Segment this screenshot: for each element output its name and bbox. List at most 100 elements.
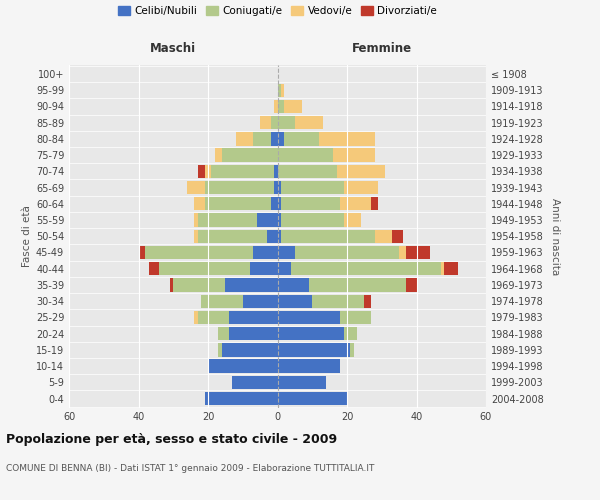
Bar [344,327,358,340]
Bar [277,148,333,162]
Bar [277,181,281,194]
Text: Femmine: Femmine [352,42,412,56]
Text: Popolazione per età, sesso e stato civile - 2009: Popolazione per età, sesso e stato civil… [6,432,337,446]
Bar [205,164,211,178]
Bar [284,100,302,113]
Bar [173,278,226,291]
Bar [218,327,229,340]
Bar [364,294,371,308]
Bar [277,392,347,405]
Bar [194,214,197,226]
Bar [277,197,281,210]
Bar [281,84,284,97]
Bar [277,116,295,130]
Bar [344,181,378,194]
Bar [274,181,277,194]
Bar [281,197,340,210]
Bar [271,197,277,210]
Bar [277,100,284,113]
Bar [222,343,277,356]
Bar [197,230,267,243]
Bar [277,132,284,145]
Bar [309,278,406,291]
Bar [250,262,277,276]
Y-axis label: Fasce di età: Fasce di età [22,206,32,267]
Bar [194,197,205,210]
Bar [229,327,277,340]
Bar [205,392,277,405]
Bar [340,197,371,210]
Bar [277,343,350,356]
Bar [274,100,277,113]
Bar [257,214,277,226]
Bar [267,230,277,243]
Bar [201,294,243,308]
Bar [277,246,295,259]
Bar [277,84,281,97]
Bar [371,197,378,210]
Bar [260,116,271,130]
Bar [215,148,222,162]
Bar [187,181,205,194]
Bar [253,246,277,259]
Bar [229,311,277,324]
Bar [271,132,277,145]
Bar [344,214,361,226]
Bar [392,230,403,243]
Bar [211,164,274,178]
Bar [337,164,385,178]
Bar [236,132,253,145]
Bar [319,132,375,145]
Bar [277,376,326,389]
Bar [295,246,399,259]
Bar [444,262,458,276]
Text: Maschi: Maschi [150,42,196,56]
Bar [295,116,323,130]
Bar [197,214,257,226]
Bar [277,164,337,178]
Bar [145,246,253,259]
Bar [277,214,281,226]
Bar [226,278,277,291]
Legend: Celibi/Nubili, Coniugati/e, Vedovi/e, Divorziati/e: Celibi/Nubili, Coniugati/e, Vedovi/e, Di… [114,2,441,20]
Bar [292,262,441,276]
Bar [243,294,277,308]
Bar [277,327,344,340]
Bar [441,262,444,276]
Bar [399,246,406,259]
Bar [312,294,364,308]
Text: COMUNE DI BENNA (BI) - Dati ISTAT 1° gennaio 2009 - Elaborazione TUTTITALIA.IT: COMUNE DI BENNA (BI) - Dati ISTAT 1° gen… [6,464,374,473]
Bar [149,262,160,276]
Bar [281,230,375,243]
Bar [197,164,205,178]
Bar [340,311,371,324]
Bar [277,230,281,243]
Bar [271,116,277,130]
Bar [350,343,354,356]
Bar [232,376,277,389]
Bar [333,148,375,162]
Bar [281,214,344,226]
Bar [170,278,173,291]
Bar [375,230,392,243]
Bar [277,262,292,276]
Bar [274,164,277,178]
Bar [218,343,222,356]
Bar [281,181,344,194]
Bar [194,230,197,243]
Bar [222,148,277,162]
Bar [253,132,271,145]
Y-axis label: Anni di nascita: Anni di nascita [550,198,560,275]
Bar [194,311,197,324]
Bar [406,278,416,291]
Bar [197,311,229,324]
Bar [406,246,430,259]
Bar [277,311,340,324]
Bar [277,294,312,308]
Bar [284,132,319,145]
Bar [139,246,145,259]
Bar [205,181,274,194]
Bar [160,262,250,276]
Bar [208,360,277,373]
Bar [277,278,309,291]
